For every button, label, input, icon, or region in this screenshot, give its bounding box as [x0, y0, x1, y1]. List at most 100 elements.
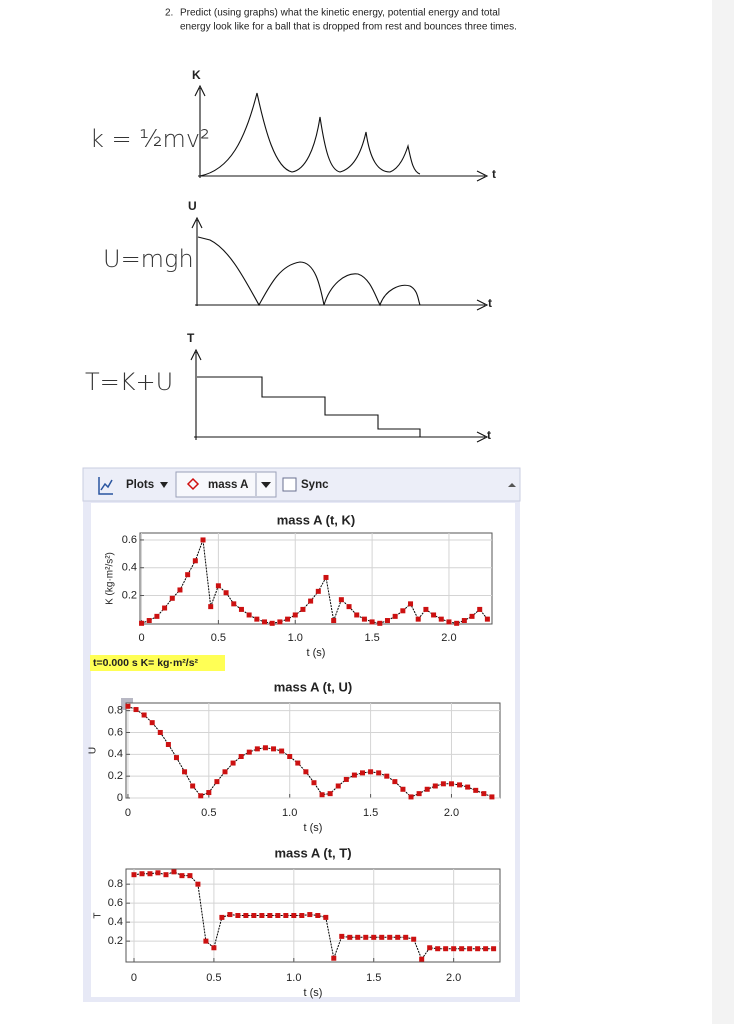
y-axis-label: T [93, 912, 104, 918]
data-marker [187, 873, 193, 879]
data-marker [179, 873, 185, 879]
status-text: t=0.000 s K= kg·m²/s² [93, 657, 199, 669]
data-marker [222, 769, 228, 775]
x-tick-label: 2.0 [446, 972, 461, 984]
data-marker [387, 934, 393, 940]
data-marker [467, 946, 473, 952]
status-box [90, 655, 225, 671]
data-marker [489, 794, 495, 800]
data-marker [285, 616, 291, 622]
x-tick-label: 1.0 [286, 972, 301, 984]
data-marker [227, 912, 233, 918]
data-marker [403, 934, 409, 940]
data-marker [125, 703, 131, 709]
sync-label[interactable]: Sync [301, 479, 329, 491]
data-marker [165, 741, 171, 747]
data-marker [339, 933, 345, 939]
data-marker [214, 779, 220, 785]
y-tick-label: 0 [117, 792, 123, 804]
data-marker [149, 720, 155, 726]
data-marker [231, 601, 237, 607]
sketch-time-label: t [488, 296, 492, 310]
data-marker [392, 779, 398, 785]
data-marker [215, 583, 221, 589]
plots-menu[interactable]: Plots [126, 479, 154, 491]
data-marker [163, 872, 169, 878]
data-marker [133, 707, 139, 713]
data-marker [262, 745, 268, 751]
data-marker [347, 934, 353, 940]
x-axis-label: t (s) [304, 987, 323, 999]
x-tick-label: 1.5 [364, 632, 379, 644]
data-marker [323, 914, 329, 920]
data-line [141, 539, 488, 624]
data-marker [361, 616, 367, 622]
data-marker [323, 574, 329, 580]
data-marker [438, 616, 444, 622]
object-select[interactable] [175, 471, 277, 498]
data-marker [146, 618, 152, 624]
data-marker [346, 604, 352, 610]
question-line: energy look like for a ball that is drop… [180, 22, 517, 33]
sketch-total [190, 348, 489, 443]
chart-title: mass A (t, K) [277, 512, 356, 527]
data-marker [169, 595, 175, 601]
data-marker [295, 760, 301, 766]
data-marker [292, 612, 298, 618]
y-tick-label: 0.6 [122, 534, 137, 546]
data-marker [190, 783, 196, 789]
sketch-kinetic [194, 84, 489, 182]
data-marker [408, 794, 414, 800]
data-marker [448, 781, 454, 787]
sketch-formula: k = ½mv² [90, 125, 210, 153]
data-marker [238, 606, 244, 612]
data-marker [384, 618, 390, 624]
data-marker [315, 913, 321, 918]
data-marker [243, 913, 249, 918]
data-marker [300, 606, 306, 612]
plots-icon [98, 477, 113, 495]
sketch-potential [191, 216, 489, 311]
data-marker [271, 746, 277, 752]
sketch-formula: U=mgh [103, 245, 194, 273]
data-marker [415, 616, 421, 622]
data-marker [419, 956, 425, 962]
data-marker [307, 912, 313, 918]
data-marker [457, 782, 463, 788]
sketch-formula: T=K+U [85, 368, 173, 396]
data-marker [435, 946, 441, 952]
data-marker [279, 748, 285, 754]
question-line: Predict (using graphs) what the kinetic … [180, 8, 500, 19]
data-marker [200, 537, 206, 543]
data-marker [363, 934, 369, 940]
collapse-arrow[interactable] [508, 483, 516, 487]
chart-title: mass A (t, T) [274, 845, 351, 860]
data-marker [368, 769, 374, 775]
data-marker [219, 914, 225, 920]
data-marker [303, 769, 309, 775]
data-marker [440, 781, 446, 787]
y-axis-label: U [88, 747, 99, 754]
x-tick-label: 1.5 [366, 972, 381, 984]
question-number: 2. [165, 8, 173, 19]
data-marker [155, 870, 161, 876]
data-marker [354, 612, 360, 618]
data-marker [238, 754, 244, 760]
chart-title: mass A (t, U) [274, 679, 353, 694]
data-marker [424, 786, 430, 792]
data-marker [192, 558, 198, 564]
data-marker [327, 791, 333, 797]
data-marker [173, 755, 179, 761]
object-name[interactable]: mass A [208, 479, 249, 491]
data-marker [254, 616, 260, 622]
sync-checkbox[interactable] [282, 477, 297, 492]
data-marker [139, 871, 145, 877]
data-marker [491, 946, 497, 952]
y-tick-label: 0.8 [108, 878, 123, 890]
data-marker [230, 760, 236, 766]
data-marker [223, 590, 229, 596]
data-marker [141, 712, 147, 718]
data-marker [185, 572, 191, 578]
data-marker [311, 780, 317, 786]
data-marker [287, 754, 293, 760]
